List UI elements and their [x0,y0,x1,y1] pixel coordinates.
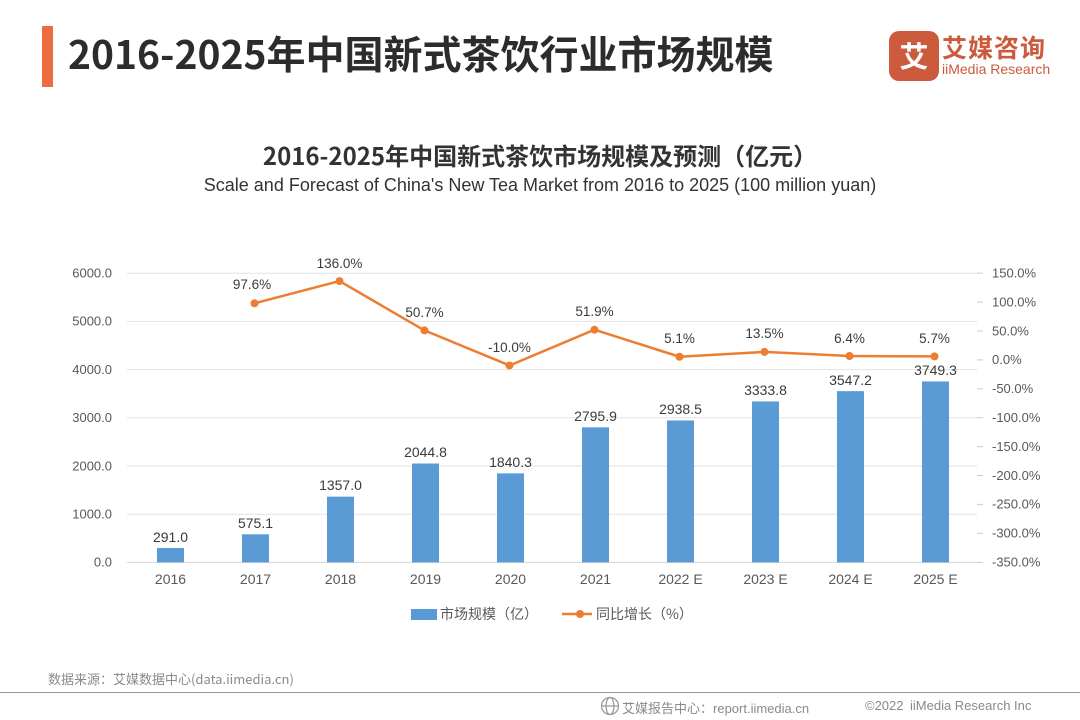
svg-text:同比增长（%）: 同比增长（%） [596,604,693,624]
svg-text:市场规模（亿）: 市场规模（亿） [440,604,538,624]
